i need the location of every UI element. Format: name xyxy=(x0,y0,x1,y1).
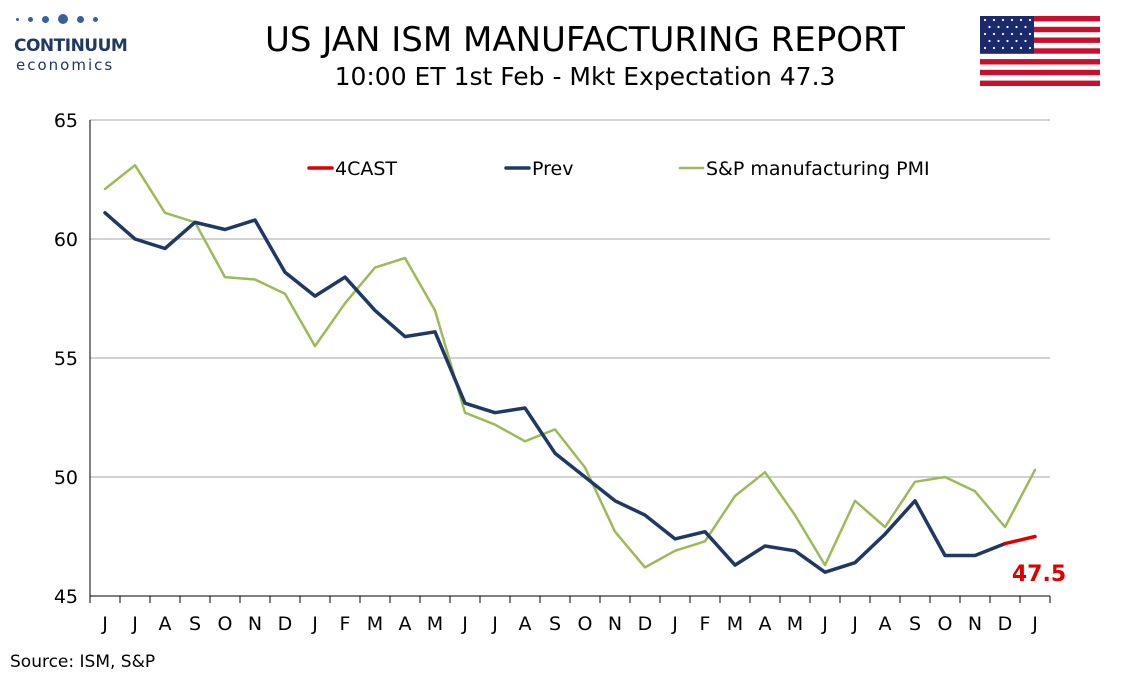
series-line-4cast xyxy=(1003,534,1037,546)
logo-dots-icon xyxy=(16,14,98,24)
logo-name: CONTINUUM xyxy=(14,36,128,56)
x-tick-label: N xyxy=(608,613,622,635)
legend-label: S&P manufacturing PMI xyxy=(706,158,930,180)
x-tick-label: J xyxy=(461,613,468,635)
x-tick-label: A xyxy=(759,613,772,635)
x-tick-label: N xyxy=(248,613,262,635)
y-tick-label: 50 xyxy=(54,467,78,489)
forecast-value-label: 47.5 xyxy=(1012,562,1066,587)
x-tick-label: F xyxy=(700,613,711,635)
x-tick-label: J xyxy=(491,613,498,635)
x-tick-label: J xyxy=(821,613,828,635)
x-tick-label: J xyxy=(1031,613,1038,635)
x-tick-label: M xyxy=(427,613,443,635)
x-tick-label: O xyxy=(218,613,233,635)
y-tick-label: 55 xyxy=(54,348,78,370)
continuum-logo: CONTINUUM economics xyxy=(12,14,142,76)
x-tick-label: S xyxy=(909,613,921,635)
x-tick-label: O xyxy=(578,613,593,635)
x-tick-label: J xyxy=(101,613,108,635)
x-tick-label: D xyxy=(998,613,1013,635)
source-note: Source: ISM, S&P xyxy=(10,652,156,672)
y-tick-label: 45 xyxy=(54,586,78,608)
x-tick-label: N xyxy=(968,613,982,635)
y-tick-label: 60 xyxy=(54,229,78,251)
x-tick-label: J xyxy=(851,613,858,635)
x-tick-label: O xyxy=(938,613,953,635)
x-tick-label: A xyxy=(879,613,892,635)
x-tick-label: J xyxy=(671,613,678,635)
chart-title: US JAN ISM MANUFACTURING REPORT xyxy=(265,20,905,60)
series-line-prev xyxy=(103,211,1007,574)
series-line-s-p-manufacturing-pmi xyxy=(103,163,1037,569)
x-tick-label: J xyxy=(311,613,318,635)
x-tick-label: J xyxy=(131,613,138,635)
x-tick-label: A xyxy=(159,613,172,635)
x-tick-label: M xyxy=(787,613,803,635)
x-tick-label: D xyxy=(638,613,653,635)
us-flag-icon xyxy=(980,16,1100,86)
y-tick-label: 65 xyxy=(54,110,78,132)
legend-label: Prev xyxy=(532,158,573,180)
x-tick-label: M xyxy=(367,613,383,635)
x-tick-label: M xyxy=(727,613,743,635)
x-tick-label: F xyxy=(340,613,351,635)
logo-tagline: economics xyxy=(16,56,115,74)
x-tick-label: D xyxy=(278,613,293,635)
x-tick-label: S xyxy=(189,613,201,635)
x-tick-label: S xyxy=(549,613,561,635)
x-tick-label: A xyxy=(519,613,532,635)
x-tick-label: A xyxy=(399,613,412,635)
legend-label: 4CAST xyxy=(335,158,397,180)
chart-subtitle: 10:00 ET 1st Feb - Mkt Expectation 47.3 xyxy=(334,62,836,91)
